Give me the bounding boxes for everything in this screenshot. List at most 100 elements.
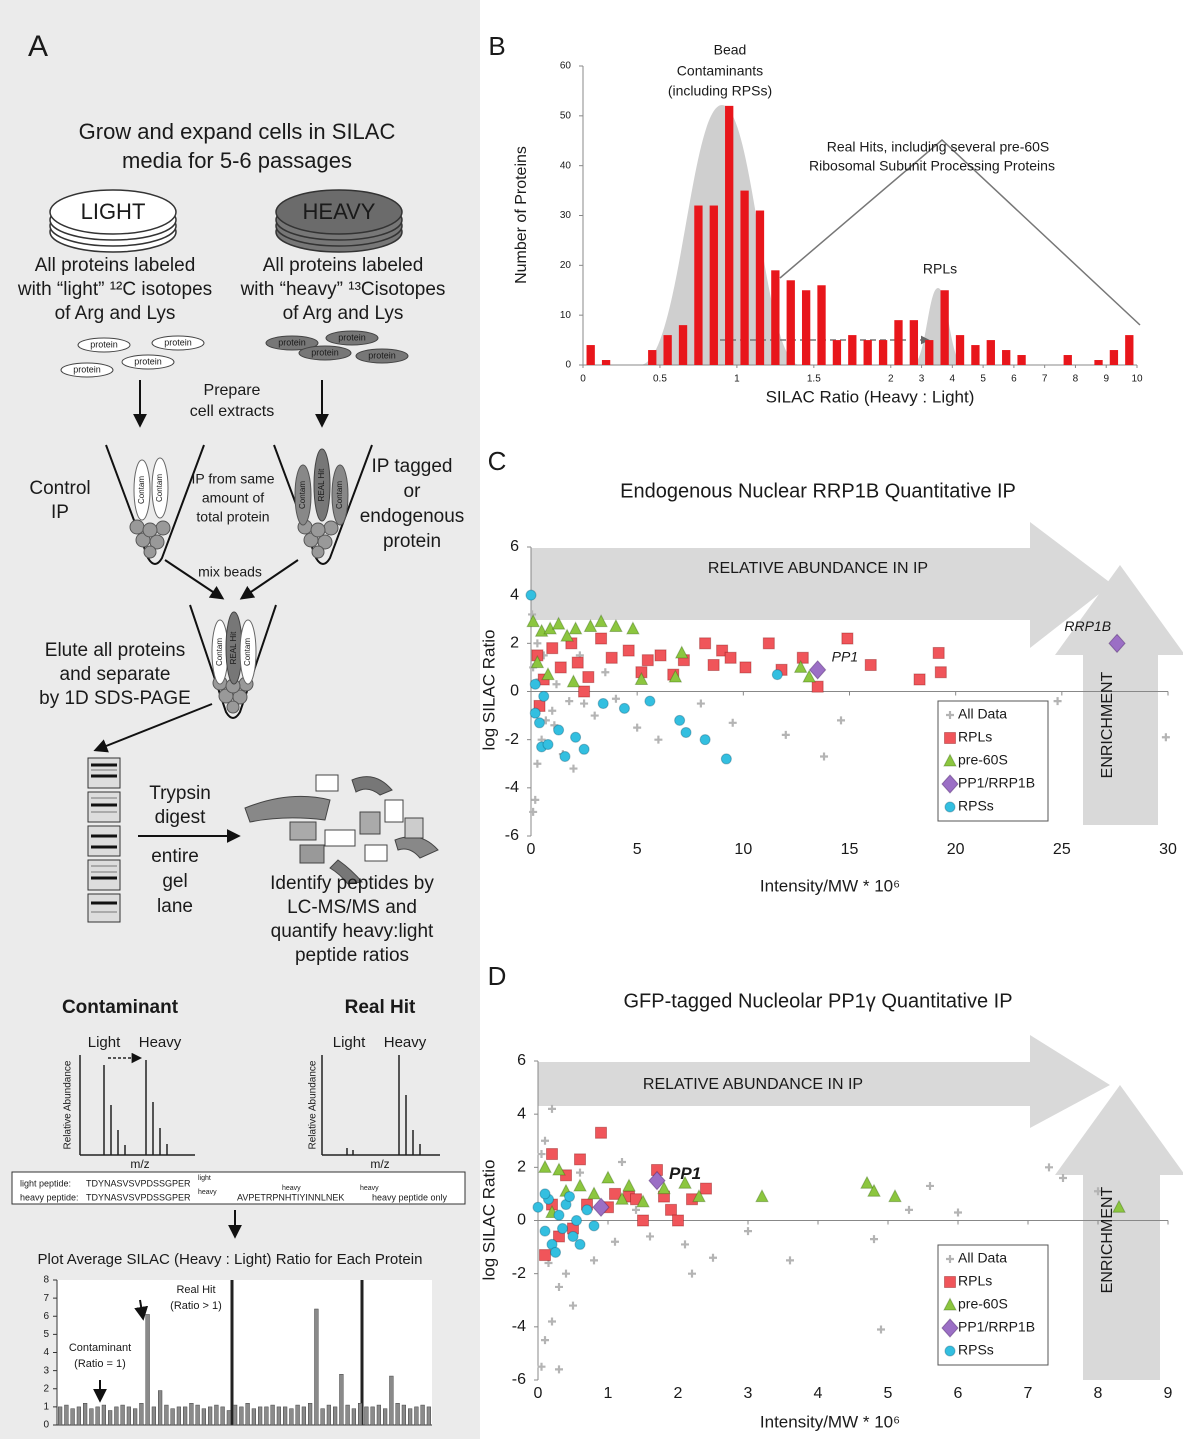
histogram-bar (833, 340, 841, 365)
tube-label: REAL Hit (317, 468, 326, 501)
marker-square (642, 655, 653, 666)
marker-circle (582, 1205, 592, 1215)
peptide-text: heavy peptide: (20, 1192, 79, 1202)
x-tick-label: 3 (919, 374, 925, 385)
marker-triangle (567, 675, 579, 687)
chart-title: Endogenous Nuclear RRP1B Quantitative IP (620, 480, 1016, 502)
histogram-bar (971, 345, 979, 365)
marker-circle (589, 1221, 599, 1231)
bar (102, 1405, 106, 1425)
marker-square (555, 662, 566, 673)
step-label: gel (162, 871, 187, 892)
marker-square (596, 633, 607, 644)
annotation: Contaminant (69, 1342, 131, 1354)
peptide-text: heavy (198, 1189, 217, 1196)
marker-plus (541, 1137, 549, 1145)
marker-circle (568, 1231, 578, 1241)
bar (427, 1407, 431, 1425)
tube-label: REAL Hit (229, 631, 238, 664)
bar (283, 1407, 287, 1425)
annotation: Ribosomal Subunit Processing Proteins (809, 158, 1055, 174)
marker-plus (548, 1318, 556, 1326)
marker-square (701, 1183, 712, 1194)
x-axis-label: SILAC Ratio (Heavy : Light) (766, 387, 975, 406)
spectrum-axis-label: m/z (130, 1157, 149, 1171)
x-tick-label: 1 (604, 1385, 613, 1402)
histogram-bar (1064, 355, 1072, 365)
y-tick-label: 6 (517, 1052, 526, 1069)
point-label: PP1 (669, 1164, 701, 1183)
spectrum-title: Real Hit (345, 997, 416, 1018)
marker-plus (533, 760, 541, 768)
histogram-bar (864, 340, 872, 365)
marker-circle (530, 679, 540, 689)
histogram-bar (956, 335, 964, 365)
bar (115, 1407, 119, 1425)
bar (171, 1409, 175, 1425)
tube-label: Contam (155, 474, 164, 502)
y-tick-label: 0 (565, 360, 571, 371)
bar (90, 1409, 94, 1425)
histogram-bar (879, 340, 887, 365)
y-axis-label: log SILAC Ratio (479, 630, 498, 751)
y-tick-label: -2 (505, 731, 519, 748)
bar (133, 1409, 137, 1425)
arrow-label: ENRICHMENT (1099, 1186, 1116, 1293)
step-label: peptide ratios (295, 945, 409, 966)
y-tick-label: -6 (505, 827, 519, 844)
marker-square (623, 645, 634, 656)
marker-plus (688, 1270, 696, 1278)
protein-label: protein (90, 339, 118, 349)
annotation: Contaminants (677, 63, 763, 79)
marker-square (655, 650, 666, 661)
protein-label: protein (164, 337, 192, 347)
marker-plus (531, 796, 539, 804)
y-tick-label: 6 (43, 1311, 49, 1322)
legend-label: RPLs (958, 729, 992, 745)
y-tick-label: 20 (560, 260, 572, 271)
protein-label: protein (73, 364, 101, 374)
marker-plus (618, 1158, 626, 1166)
step-label: total protein (196, 509, 269, 525)
x-tick-label: 2 (888, 374, 894, 385)
marker-plus (562, 1270, 570, 1278)
marker-square (547, 1149, 558, 1160)
label-description: with “light” ¹²C isotopes (17, 279, 212, 300)
annotation: RPLs (923, 261, 957, 277)
spectrum-axis-label: m/z (370, 1157, 389, 1171)
bar (365, 1407, 369, 1425)
bar (227, 1411, 231, 1426)
bar (140, 1403, 144, 1425)
marker-plus (565, 697, 573, 705)
step-label: mix beads (198, 564, 262, 580)
annotation: (Ratio = 1) (74, 1358, 126, 1370)
histogram-bar (894, 320, 902, 365)
bar (208, 1407, 212, 1425)
y-tick-label: 3 (43, 1365, 49, 1376)
step-label: IP tagged (371, 456, 452, 477)
marker-square (865, 660, 876, 671)
marker-plus (548, 1105, 556, 1113)
y-tick-label: 8 (43, 1275, 49, 1286)
bar (83, 1403, 87, 1425)
marker-circle (565, 1192, 575, 1202)
y-tick-label: 50 (560, 110, 572, 121)
peptide-text: light (198, 1175, 211, 1182)
bar (340, 1374, 344, 1425)
histogram-bar (802, 290, 810, 365)
y-tick-label: -6 (512, 1371, 526, 1388)
legend-swatch (945, 733, 956, 744)
marker-circle (721, 754, 731, 764)
y-tick-label: 4 (517, 1105, 526, 1122)
x-tick-label: 10 (734, 841, 752, 858)
protein-label: protein (134, 356, 162, 366)
figure: AGrow and expand cells in SILACmedia for… (0, 0, 1183, 1439)
y-tick-label: 60 (560, 61, 572, 72)
legend-label: RPSs (958, 1342, 994, 1358)
legend-label: pre-60S (958, 1296, 1008, 1312)
y-tick-label: 4 (510, 586, 519, 603)
step-label: by 1D SDS-PAGE (39, 688, 191, 709)
bar (308, 1403, 312, 1425)
bar (415, 1407, 419, 1425)
bar (240, 1407, 244, 1425)
